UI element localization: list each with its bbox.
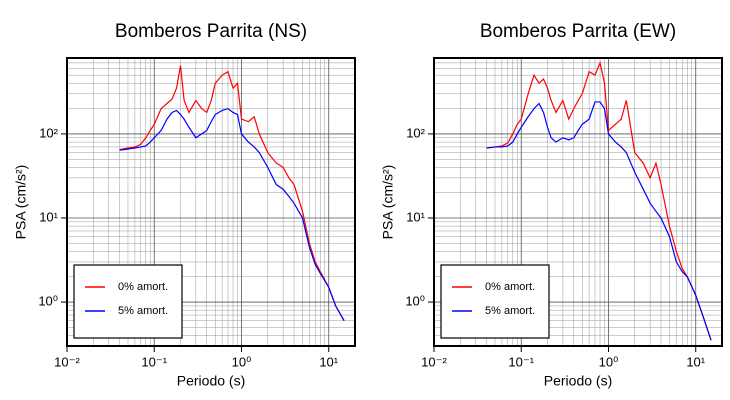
legend: 0% amort. 5% amort.	[73, 264, 183, 339]
x-tick-label: 10⁻¹	[508, 354, 534, 369]
legend-label: 0% amort.	[118, 281, 168, 293]
x-tick-label: 10⁻¹	[141, 354, 167, 369]
legend-label: 5% amort.	[485, 305, 535, 317]
y-axis-label: PSA (cm/s²)	[13, 165, 29, 240]
series-line	[486, 60, 712, 341]
y-axis-label: PSA (cm/s²)	[380, 165, 396, 240]
legend-label: 0% amort.	[485, 281, 535, 293]
x-tick-label: 10¹	[319, 354, 338, 369]
y-tick-label: 10²	[406, 125, 425, 140]
x-axis-label: Periodo (s)	[177, 373, 245, 389]
y-tick-label: 10⁰	[38, 293, 58, 308]
legend: 0% amort. 5% amort.	[440, 264, 550, 339]
x-tick-label: 10⁰	[232, 354, 252, 369]
legend-label: 5% amort.	[118, 305, 168, 317]
y-tick-label: 10²	[39, 125, 58, 140]
plot-frame	[433, 57, 723, 347]
x-tick-label: 10⁻²	[54, 354, 80, 369]
chart-title: Bomberos Parrita (EW)	[480, 21, 676, 42]
x-tick-label: 10⁻²	[421, 354, 447, 369]
chart-panel: 10⁻² 10⁻¹ 10⁰ 10¹ 10⁰ 10¹ 10² Bomberos Parrita …	[13, 21, 356, 389]
y-tick-label: 10¹	[39, 209, 58, 224]
series-line	[119, 107, 345, 321]
chart-panel: 10⁻² 10⁻¹ 10⁰ 10¹ 10⁰ 10¹ 10² Bomberos Parrita …	[380, 21, 723, 389]
y-tick-label: 10¹	[406, 209, 425, 224]
legend-box	[73, 264, 183, 339]
x-axis-label: Periodo (s)	[544, 373, 612, 389]
y-tick-label: 10⁰	[405, 293, 425, 308]
x-tick-label: 10¹	[686, 354, 705, 369]
legend-box	[440, 264, 550, 339]
x-tick-label: 10⁰	[599, 354, 619, 369]
chart-title: Bomberos Parrita (NS)	[115, 21, 307, 42]
plot-frame	[66, 57, 356, 347]
series-line	[119, 65, 345, 321]
series-line	[486, 101, 712, 341]
